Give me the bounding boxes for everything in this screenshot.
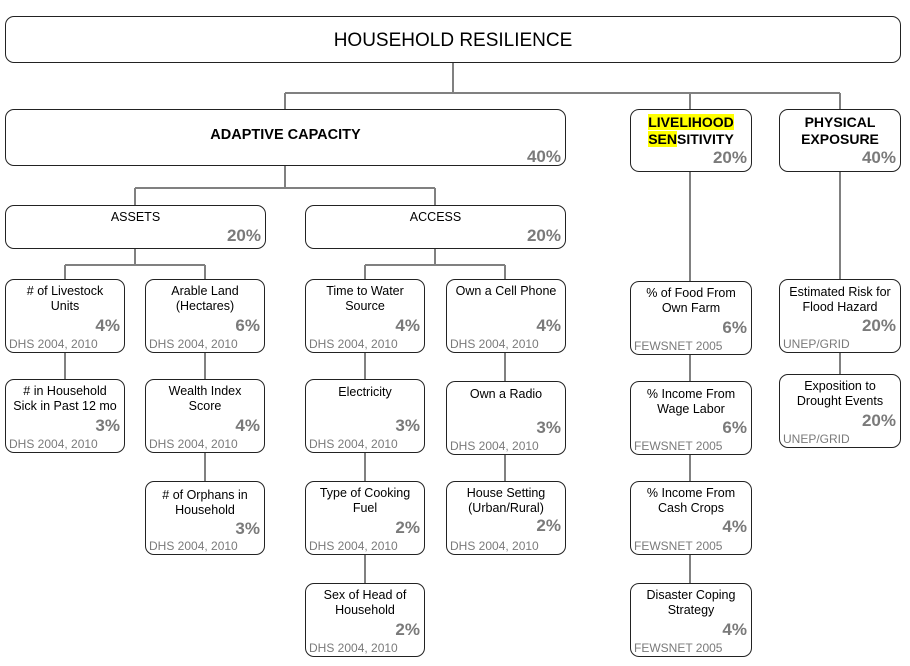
indicator-house-setting: House Setting (Urban/Rural) 2% DHS 2004, … [446, 481, 566, 555]
indicator-label: Type of Cooking Fuel [319, 486, 411, 515]
indicator-weight: 6% [722, 318, 747, 337]
assets-node: ASSETS 20% [5, 205, 266, 249]
indicator-label: # in Household Sick in Past 12 mo [13, 384, 117, 413]
indicator-label: % Income From Wage Labor [646, 387, 736, 416]
indicator-disaster-coping: Disaster Coping Strategy 4% FEWSNET 2005 [630, 583, 752, 657]
indicator-label: House Setting (Urban/Rural) [466, 486, 546, 515]
indicator-label: Sex of Head of Household [323, 588, 407, 617]
indicator-label: Disaster Coping Strategy [646, 588, 736, 617]
indicator-food-own-farm: % of Food From Own Farm 6% FEWSNET 2005 [630, 281, 752, 355]
indicator-cooking-fuel: Type of Cooking Fuel 2% DHS 2004, 2010 [305, 481, 425, 555]
data-source: DHS 2004, 2010 [309, 641, 398, 655]
indicator-weight: 6% [235, 316, 260, 335]
title-rest: SITIVITY [677, 131, 734, 147]
data-source: FEWSNET 2005 [634, 439, 723, 453]
data-source: DHS 2004, 2010 [149, 539, 238, 553]
indicator-flood-risk: Estimated Risk for Flood Hazard 20% UNEP/… [779, 279, 901, 353]
data-source: DHS 2004, 2010 [309, 337, 398, 351]
physical-exposure-weight: 40% [861, 148, 896, 167]
data-source: FEWSNET 2005 [634, 539, 723, 553]
indicator-label: # of Orphans in Household [162, 488, 248, 517]
indicator-label: Estimated Risk for Flood Hazard [789, 285, 891, 314]
data-source: DHS 2004, 2010 [309, 437, 398, 451]
indicator-cash-crops: % Income From Cash Crops 4% FEWSNET 2005 [630, 481, 752, 555]
indicator-livestock: # of Livestock Units 4% DHS 2004, 2010 [5, 279, 125, 353]
indicator-weight: 6% [722, 418, 747, 437]
indicator-weight: 3% [395, 416, 420, 435]
indicator-label: Time to Water Source [326, 284, 404, 313]
data-source: UNEP/GRID [783, 432, 850, 446]
data-source: DHS 2004, 2010 [9, 337, 98, 351]
access-node: ACCESS 20% [305, 205, 566, 249]
indicator-label: Exposition to Drought Events [796, 379, 884, 408]
adaptive-capacity-weight: 40% [526, 147, 561, 166]
indicator-electricity: Electricity 3% DHS 2004, 2010 [305, 379, 425, 453]
livelihood-sensitivity-node: LIVELIHOOD SENSITIVITY 20% [630, 109, 752, 172]
indicator-weight: 4% [395, 316, 420, 335]
indicator-head-sex: Sex of Head of Household 2% DHS 2004, 201… [305, 583, 425, 657]
physical-exposure-title: PHYSICAL EXPOSURE [782, 114, 898, 148]
indicator-wage-labor: % Income From Wage Labor 6% FEWSNET 2005 [630, 381, 752, 455]
data-source: DHS 2004, 2010 [309, 539, 398, 553]
data-source: DHS 2004, 2010 [149, 437, 238, 451]
indicator-label: Electricity [338, 385, 392, 399]
livelihood-sensitivity-title: LIVELIHOOD SENSITIVITY [633, 114, 749, 148]
data-source: DHS 2004, 2010 [9, 437, 98, 451]
indicator-weight: 4% [722, 620, 747, 639]
adaptive-capacity-title: ADAPTIVE CAPACITY [210, 127, 361, 143]
indicator-weight: 20% [861, 316, 896, 335]
indicator-water-time: Time to Water Source 4% DHS 2004, 2010 [305, 279, 425, 353]
root-title: HOUSEHOLD RESILIENCE [333, 30, 573, 51]
livelihood-sensitivity-weight: 20% [712, 148, 747, 167]
indicator-orphans: # of Orphans in Household 3% DHS 2004, 20… [145, 481, 265, 555]
indicator-radio: Own a Radio 3% DHS 2004, 2010 [446, 381, 566, 455]
indicator-label: % Income From Cash Crops [646, 486, 736, 515]
indicator-weight: 4% [95, 316, 120, 335]
indicator-weight: 4% [235, 416, 260, 435]
data-source: FEWSNET 2005 [634, 339, 723, 353]
adaptive-capacity-node: ADAPTIVE CAPACITY 40% [5, 109, 566, 166]
indicator-sick-household: # in Household Sick in Past 12 mo 3% DHS … [5, 379, 125, 453]
indicator-label: Own a Cell Phone [455, 284, 557, 298]
access-weight: 20% [526, 226, 561, 245]
indicator-label: Arable Land (Hectares) [171, 284, 239, 313]
indicator-label: % of Food From Own Farm [646, 286, 736, 315]
indicator-wealth-index: Wealth Index Score 4% DHS 2004, 2010 [145, 379, 265, 453]
physical-exposure-node: PHYSICAL EXPOSURE 40% [779, 109, 901, 172]
indicator-weight: 20% [861, 411, 896, 430]
indicator-label: # of Livestock Units [26, 284, 104, 313]
root-node: HOUSEHOLD RESILIENCE [5, 16, 901, 63]
access-title: ACCESS [409, 210, 462, 224]
indicator-weight: 4% [722, 517, 747, 536]
indicator-weight: 3% [95, 416, 120, 435]
indicator-weight: 2% [395, 518, 420, 537]
data-source: DHS 2004, 2010 [450, 439, 539, 453]
indicator-weight: 3% [235, 519, 260, 538]
indicator-weight: 3% [536, 418, 561, 437]
physical-title-2: EXPOSURE [801, 131, 879, 147]
assets-weight: 20% [226, 226, 261, 245]
indicator-weight: 4% [536, 316, 561, 335]
indicator-drought-exposure: Exposition to Drought Events 20% UNEP/GRI… [779, 374, 901, 448]
assets-title: ASSETS [110, 210, 161, 224]
data-source: DHS 2004, 2010 [450, 337, 539, 351]
indicator-cell-phone: Own a Cell Phone 4% DHS 2004, 2010 [446, 279, 566, 353]
title-highlight-1: LIVELIHOOD [648, 114, 734, 130]
indicator-weight: 2% [536, 516, 561, 535]
data-source: DHS 2004, 2010 [149, 337, 238, 351]
data-source: FEWSNET 2005 [634, 641, 723, 655]
indicator-label: Own a Radio [469, 387, 543, 401]
indicator-label: Wealth Index Score [168, 384, 242, 413]
indicator-arable-land: Arable Land (Hectares) 6% DHS 2004, 2010 [145, 279, 265, 353]
physical-title-1: PHYSICAL [804, 114, 876, 130]
indicator-weight: 2% [395, 620, 420, 639]
data-source: DHS 2004, 2010 [450, 539, 539, 553]
data-source: UNEP/GRID [783, 337, 850, 351]
title-highlight-2: SEN [648, 131, 677, 147]
